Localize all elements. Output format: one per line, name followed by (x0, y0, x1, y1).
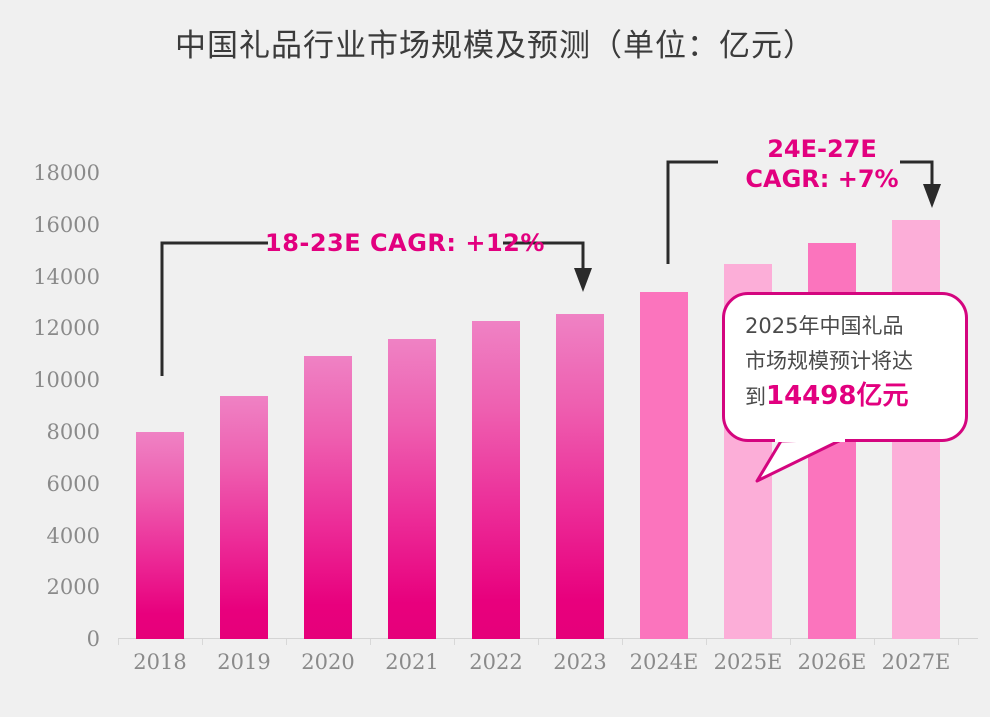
x-axis-tick (790, 639, 791, 645)
cagr-label-left: 18-23E CAGR: +12% (265, 229, 545, 257)
x-axis-tick (286, 639, 287, 645)
y-axis-tick-label: 2000 (46, 575, 100, 599)
x-axis-label-2019: 2019 (217, 650, 271, 674)
x-axis-label-2024E: 2024E (629, 650, 699, 674)
x-axis-label-2027E: 2027E (881, 650, 951, 674)
cagr-label-right-line2: CAGR: +7% (745, 165, 899, 193)
callout-bubble: 2025年中国礼品 市场规模预计将达 到14498亿元 (722, 292, 968, 442)
y-axis-tick-label: 0 (86, 627, 100, 651)
y-axis-tick-label: 6000 (46, 472, 100, 496)
page-title: 中国礼品行业市场规模及预测（单位：亿元） (175, 28, 815, 64)
x-axis-label-2023: 2023 (553, 650, 607, 674)
x-axis-label-2020: 2020 (301, 650, 355, 674)
bar-2024E[interactable] (640, 292, 688, 639)
cagr-label-right: 24E-27E CAGR: +7% (722, 134, 922, 194)
bar-2023[interactable] (556, 314, 604, 639)
bar-2018[interactable] (136, 432, 184, 639)
y-axis-tick-label: 8000 (46, 420, 100, 444)
x-axis-tick (370, 639, 371, 645)
x-axis-tick (874, 639, 875, 645)
y-axis-tick-label: 18000 (33, 161, 100, 185)
x-axis-label-2025E: 2025E (713, 650, 783, 674)
x-axis-label-2022: 2022 (469, 650, 523, 674)
y-axis-tick-label: 16000 (33, 213, 100, 237)
x-axis-tick (538, 639, 539, 645)
bar-2022[interactable] (472, 321, 520, 639)
x-axis-tick (622, 639, 623, 645)
bar-2021[interactable] (388, 339, 436, 639)
x-axis-tick (454, 639, 455, 645)
x-axis-label-2018: 2018 (133, 650, 187, 674)
callout-line-1: 2025年中国礼品 (745, 314, 904, 338)
x-axis-tick (706, 639, 707, 645)
bar-2020[interactable] (304, 356, 352, 639)
y-axis-tick-label: 10000 (33, 368, 100, 392)
bar-2019[interactable] (220, 396, 268, 639)
x-axis-tick (118, 639, 119, 645)
y-axis-tick-label: 12000 (33, 316, 100, 340)
x-axis-tick (958, 639, 959, 645)
cagr-label-right-line1: 24E-27E (767, 135, 877, 163)
x-axis-label-2026E: 2026E (797, 650, 867, 674)
y-axis-tick-label: 14000 (33, 265, 100, 289)
x-axis-line (118, 638, 978, 639)
callout-line-2: 市场规模预计将达 (745, 349, 913, 373)
x-axis-label-2021: 2021 (385, 650, 439, 674)
callout-tail (755, 437, 845, 483)
callout-value: 14498亿元 (766, 381, 909, 411)
callout-line-3: 到14498亿元 (745, 379, 947, 415)
callout-line-3-prefix: 到 (745, 385, 766, 409)
x-axis-tick (202, 639, 203, 645)
y-axis-tick-label: 4000 (46, 524, 100, 548)
